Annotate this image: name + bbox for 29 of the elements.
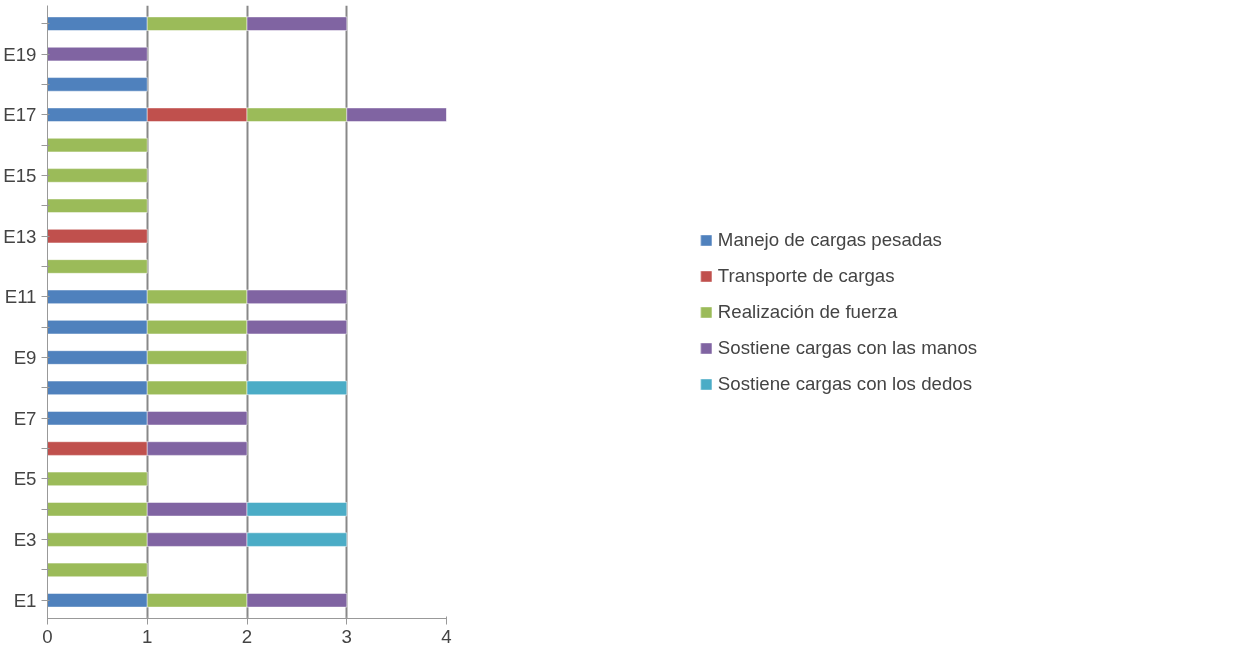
bar	[47, 46, 148, 62]
x-tick-label: 4	[441, 625, 452, 647]
bar	[47, 562, 148, 578]
y-tick-label: E19	[3, 43, 37, 65]
legend-label: Transporte de cargas	[717, 264, 895, 287]
y-tick-label: E5	[13, 468, 37, 490]
bar	[47, 229, 148, 244]
legend-label: Manejo de cargas pesadas	[717, 228, 942, 251]
bar	[47, 168, 148, 183]
y-tick-label: E7	[13, 407, 37, 429]
y-tick-label: E9	[13, 347, 37, 369]
x-tick-label: 3	[341, 625, 352, 647]
bar	[47, 77, 148, 92]
bar	[47, 259, 148, 274]
y-tick-label: E3	[13, 529, 37, 551]
legend-label: Sostiene cargas con los dedos	[717, 372, 972, 395]
bar	[47, 138, 148, 153]
y-tick-label: E1	[13, 589, 37, 611]
x-tick-label: 1	[142, 625, 153, 647]
legend-label: Sostiene cargas con las manos	[717, 336, 978, 359]
y-tick-label: E17	[3, 104, 37, 126]
legend-label: Realización de fuerza	[717, 300, 898, 323]
y-tick-label: E13	[3, 225, 37, 247]
y-tick-label: E11	[4, 286, 37, 308]
x-tick-label: 0	[42, 625, 53, 647]
bar	[47, 471, 148, 486]
y-tick-label: E15	[3, 164, 37, 186]
bar	[47, 198, 148, 213]
x-tick-label: 2	[241, 625, 253, 647]
